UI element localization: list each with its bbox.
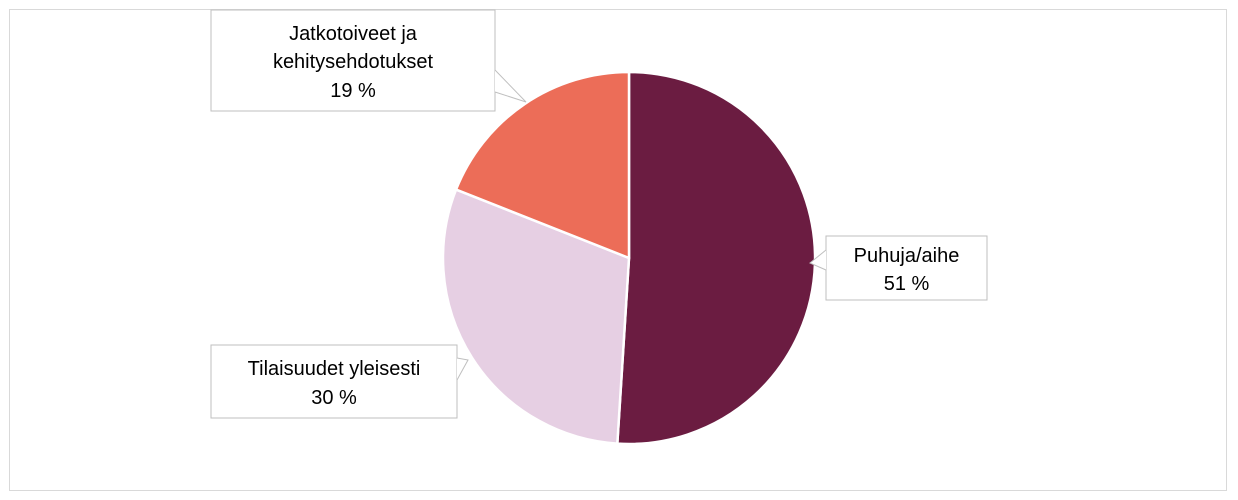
slice-label: Puhuja/aihe [854,245,960,267]
callout-pointer-outline [456,357,469,381]
callout-pointer-outline [809,249,827,271]
slice-value-label: 30 % [311,387,357,409]
callout-box [210,344,458,419]
callout-tilaisuudet-yleisesti: Tilaisuudet yleisesti 30 % [210,344,469,419]
callout-puhuja-aihe: Puhuja/aihe 51 % [809,235,988,301]
pie-slices [441,70,817,446]
slice-value-label: 51 % [884,273,930,295]
slice-label: Tilaisuudet yleisesti [248,358,421,380]
slice-label-line-1: Jatkotoiveet ja [289,23,418,45]
pie-callouts: Puhuja/aihe 51 % Tilaisuudet yleisesti 3… [210,9,988,419]
slice-label-line-2: kehitysehdotukset [273,51,434,73]
pie-slice-3 [454,70,631,260]
pie-slice-2 [441,188,631,445]
callout-box [210,9,496,112]
pie-slice-1 [616,70,817,446]
slice-value-label: 19 % [330,80,376,102]
callout-box [825,235,988,301]
callout-pointer-outline [494,69,527,103]
callout-jatkotoiveet: Jatkotoiveet ja kehitysehdotukset 19 % [210,9,527,112]
callout-pointer [810,250,826,270]
